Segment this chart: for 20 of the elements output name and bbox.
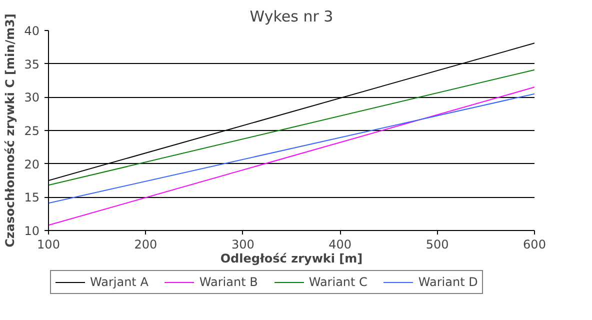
- y-tick-label: 10: [24, 224, 40, 238]
- x-tick-label: 500: [426, 238, 449, 252]
- x-axis-title: Odległość zrywki [m]: [220, 252, 363, 266]
- x-tick-label: 300: [231, 238, 254, 252]
- y-axis-title: Czasochłonność zrywki C [min/m3]: [3, 14, 18, 248]
- legend-label: Wariant B: [199, 275, 258, 289]
- y-tick-label: 30: [24, 90, 40, 105]
- x-tick-label: 400: [328, 238, 352, 252]
- y-tick-label: 35: [24, 57, 40, 72]
- x-tick-label: 600: [523, 238, 546, 252]
- legend-label: Wariant D: [418, 275, 478, 289]
- x-tick-label: 200: [134, 238, 158, 252]
- y-tick-label: 20: [24, 157, 40, 172]
- legend-label: Wariant C: [308, 275, 368, 289]
- y-tick-label: 40: [24, 24, 40, 38]
- chart-title: Wykes nr 3: [250, 8, 334, 26]
- y-tick-label: 15: [24, 190, 40, 205]
- y-tick-label: 25: [24, 124, 40, 138]
- x-tick-label: 100: [37, 238, 60, 252]
- legend-label: Warjant A: [90, 275, 148, 289]
